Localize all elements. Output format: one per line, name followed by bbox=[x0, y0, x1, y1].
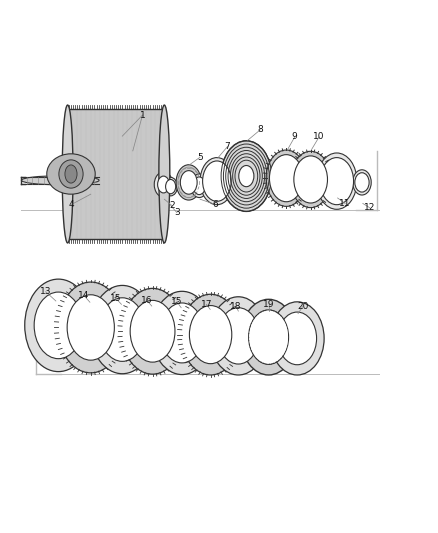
Ellipse shape bbox=[154, 172, 173, 197]
Text: 15: 15 bbox=[171, 297, 183, 306]
Ellipse shape bbox=[239, 166, 254, 187]
Ellipse shape bbox=[210, 297, 267, 375]
Ellipse shape bbox=[25, 279, 92, 372]
Text: 19: 19 bbox=[263, 300, 274, 309]
Bar bbox=[67, 109, 164, 239]
Text: 3: 3 bbox=[174, 208, 180, 217]
Ellipse shape bbox=[130, 301, 175, 362]
Ellipse shape bbox=[47, 154, 95, 194]
Text: 20: 20 bbox=[297, 302, 309, 311]
Text: 13: 13 bbox=[40, 287, 52, 296]
Text: 11: 11 bbox=[339, 199, 351, 208]
Ellipse shape bbox=[353, 170, 371, 195]
Text: 2: 2 bbox=[169, 201, 175, 210]
Ellipse shape bbox=[218, 308, 259, 364]
Ellipse shape bbox=[249, 311, 288, 364]
Ellipse shape bbox=[59, 160, 83, 188]
Ellipse shape bbox=[164, 177, 177, 196]
Ellipse shape bbox=[65, 165, 77, 183]
Text: 12: 12 bbox=[364, 203, 375, 212]
Ellipse shape bbox=[241, 300, 297, 375]
Ellipse shape bbox=[159, 105, 170, 243]
Ellipse shape bbox=[58, 282, 124, 373]
Ellipse shape bbox=[294, 156, 328, 203]
Text: 4: 4 bbox=[69, 200, 74, 209]
Text: 1: 1 bbox=[140, 111, 145, 119]
Ellipse shape bbox=[200, 158, 234, 205]
Ellipse shape bbox=[317, 153, 357, 209]
Ellipse shape bbox=[176, 165, 201, 200]
Ellipse shape bbox=[160, 303, 204, 363]
Ellipse shape bbox=[191, 174, 208, 198]
Ellipse shape bbox=[62, 105, 73, 243]
Ellipse shape bbox=[193, 177, 205, 195]
Ellipse shape bbox=[99, 298, 145, 361]
Text: 6: 6 bbox=[212, 200, 218, 209]
Ellipse shape bbox=[158, 176, 170, 193]
Ellipse shape bbox=[67, 295, 114, 360]
Ellipse shape bbox=[221, 141, 272, 212]
Text: 8: 8 bbox=[258, 125, 263, 134]
Ellipse shape bbox=[189, 305, 232, 364]
Text: 17: 17 bbox=[201, 300, 212, 309]
Text: 15: 15 bbox=[110, 294, 121, 303]
Ellipse shape bbox=[121, 288, 184, 374]
Ellipse shape bbox=[21, 176, 99, 185]
Text: 14: 14 bbox=[78, 290, 89, 300]
Ellipse shape bbox=[355, 173, 369, 192]
Ellipse shape bbox=[266, 150, 307, 206]
Ellipse shape bbox=[152, 292, 212, 375]
Ellipse shape bbox=[181, 294, 240, 375]
Ellipse shape bbox=[270, 302, 324, 375]
Ellipse shape bbox=[290, 151, 331, 208]
Ellipse shape bbox=[203, 161, 231, 201]
Text: 10: 10 bbox=[313, 133, 325, 141]
Ellipse shape bbox=[180, 171, 197, 194]
Text: 16: 16 bbox=[141, 296, 152, 305]
Ellipse shape bbox=[34, 292, 83, 359]
Ellipse shape bbox=[166, 180, 176, 194]
Ellipse shape bbox=[278, 312, 317, 365]
Text: 9: 9 bbox=[292, 133, 297, 141]
Ellipse shape bbox=[90, 286, 154, 374]
Text: 5: 5 bbox=[197, 152, 203, 161]
Ellipse shape bbox=[269, 155, 303, 202]
Text: 7: 7 bbox=[225, 142, 230, 151]
Text: 18: 18 bbox=[230, 302, 242, 311]
Ellipse shape bbox=[320, 158, 353, 205]
